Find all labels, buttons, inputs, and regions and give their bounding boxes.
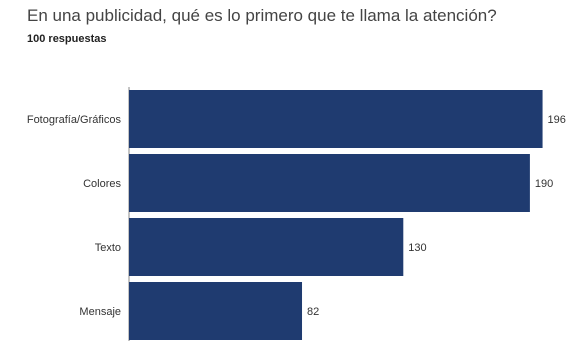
bar-fotografia-graficos (129, 90, 543, 148)
category-label-colores: Colores (83, 178, 121, 190)
value-label-fotografia-graficos: 196 (548, 114, 566, 126)
category-label-mensaje: Mensaje (79, 306, 121, 318)
response-count: 100 respuestas (27, 33, 107, 45)
chart-title: En una publicidad, qué es lo primero que… (27, 6, 497, 25)
bars-group: Fotografía/Gráficos 196 Colores 190 Texto 130… (27, 90, 566, 340)
value-label-colores: 190 (535, 178, 553, 190)
category-label-fotografia-graficos: Fotografía/Gráficos (27, 114, 122, 126)
bar-mensaje (129, 282, 303, 340)
bar-texto (129, 218, 404, 276)
category-label-texto: Texto (95, 242, 121, 254)
value-label-mensaje: 82 (307, 306, 319, 318)
value-label-texto: 130 (408, 242, 426, 254)
bar-colores (129, 154, 530, 212)
